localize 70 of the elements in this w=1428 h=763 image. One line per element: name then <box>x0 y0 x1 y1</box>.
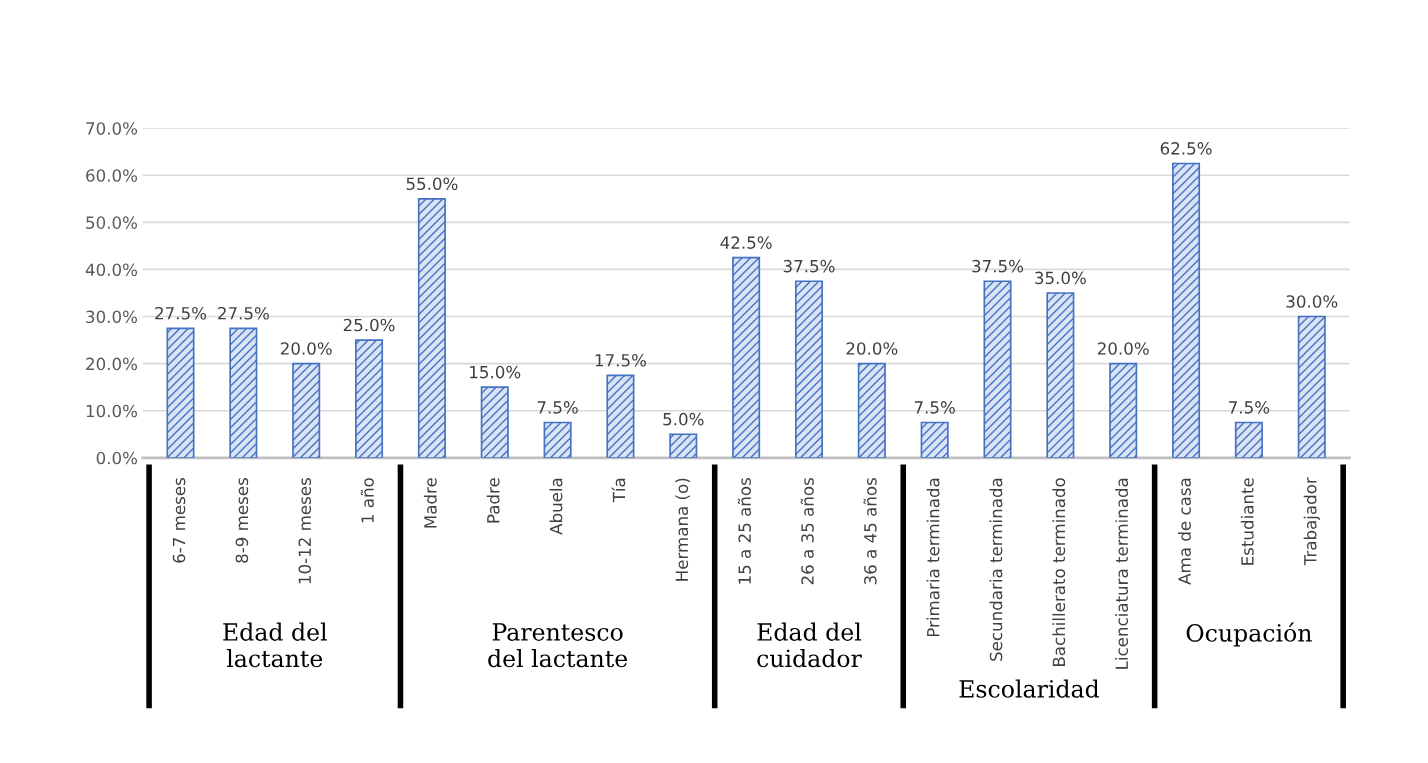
x-tick-label: 8-9 meses <box>235 478 249 563</box>
x-tick-label: Abuela <box>549 478 563 535</box>
text: Edad del lactante <box>223 622 327 668</box>
bar <box>1297 315 1326 458</box>
y-tick-label: 30.0% <box>86 310 138 324</box>
bar <box>1109 362 1138 458</box>
data-label: 62.5% <box>1160 142 1212 155</box>
bar <box>480 386 509 458</box>
x-tick-label: Estudiante <box>1240 478 1254 565</box>
x-tick-label: Licenciatura terminada <box>1115 478 1129 669</box>
bar <box>417 197 446 458</box>
data-label: 17.5% <box>595 354 646 367</box>
data-label: 20.0% <box>846 342 898 355</box>
x-tick-label: 36 a 45 años <box>863 478 877 585</box>
data-label: 30.0% <box>1286 295 1338 308</box>
y-tick-label: 20.0% <box>86 357 138 371</box>
x-tick-label: Madre <box>423 478 437 528</box>
x-tick-label: 26 a 35 años <box>800 478 814 585</box>
data-label: 27.5% <box>218 306 269 320</box>
bar <box>355 339 384 458</box>
bar <box>794 280 824 458</box>
x-tick-label: Primaria terminada <box>926 478 940 637</box>
bar <box>1234 421 1263 458</box>
bar <box>669 433 698 458</box>
bar <box>732 256 761 458</box>
data-label: 35.0% <box>1035 271 1086 285</box>
y-tick-label: 0.0% <box>96 451 138 465</box>
x-tick-label: Bachillerato terminado <box>1052 478 1066 666</box>
x-tick-label: 10-12 meses <box>298 478 312 584</box>
bar <box>166 327 195 458</box>
y-tick-label: 40.0% <box>85 263 138 277</box>
bar <box>983 280 1012 458</box>
y-tick-label: 70.0% <box>86 122 138 135</box>
data-label: 7.5% <box>1229 401 1270 414</box>
bar <box>292 362 321 458</box>
bar <box>229 327 258 458</box>
x-tick-label: 15 a 25 años <box>737 478 751 584</box>
data-label: 15.0% <box>470 365 521 379</box>
text: Escolaridad <box>959 679 1100 698</box>
text: Edad del cuidador <box>757 622 862 668</box>
x-tick-label: Tía <box>611 478 626 503</box>
data-label: 55.0% <box>406 177 458 191</box>
data-label: 25.0% <box>343 318 395 332</box>
bar <box>1046 292 1075 458</box>
x-tick-label: Ama de casa <box>1177 478 1191 585</box>
x-tick-label: Padre <box>486 478 500 523</box>
data-label: 37.5% <box>783 259 835 273</box>
data-label: 42.5% <box>720 236 772 249</box>
x-tick-label: Trabajador <box>1303 477 1320 566</box>
data-label: 37.5% <box>972 259 1024 273</box>
data-label: 5.0% <box>663 412 704 426</box>
bar <box>543 421 572 458</box>
y-tick-label: 10.0% <box>86 404 138 418</box>
y-tick-label: 60.0% <box>86 169 138 182</box>
x-tick-label: Hermana (o) <box>675 478 691 581</box>
data-label: 7.5% <box>537 401 578 414</box>
data-label: 20.0% <box>1097 342 1149 355</box>
data-label: 27.5% <box>155 306 207 320</box>
bar <box>920 421 949 458</box>
x-tick-label: Secundaria terminada <box>989 478 1003 661</box>
y-tick-label: 50.0% <box>86 216 138 229</box>
x-tick-label: 1 año <box>360 478 374 523</box>
text: Parentesco del lactante <box>488 623 628 668</box>
x-tick-label: 6-7 meses <box>172 478 186 563</box>
data-label: 20.0% <box>280 342 332 355</box>
text: Ocupación <box>1186 622 1312 647</box>
bar <box>857 362 886 458</box>
data-label: 7.5% <box>914 401 955 414</box>
bar <box>1172 162 1201 458</box>
bar <box>606 374 635 458</box>
